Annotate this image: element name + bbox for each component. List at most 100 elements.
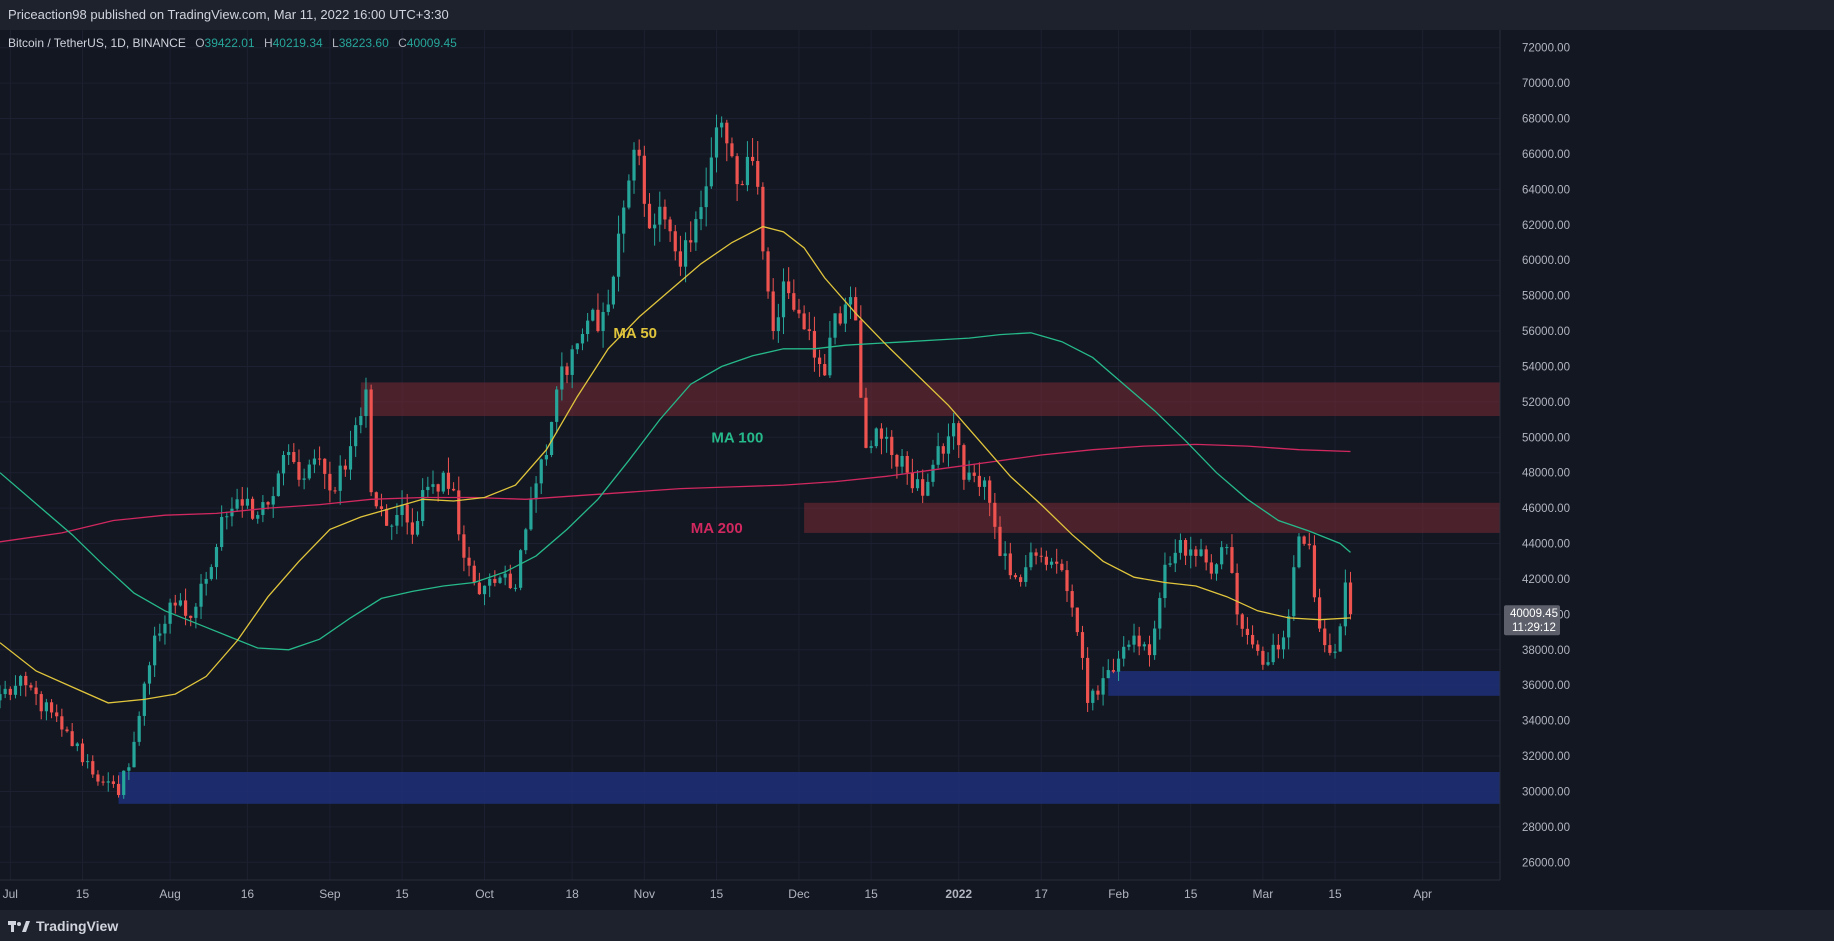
candle-down xyxy=(292,452,296,463)
candle-up xyxy=(199,583,203,607)
candle-down xyxy=(49,702,54,713)
support-zone xyxy=(118,771,1501,804)
candle-down xyxy=(1060,563,1064,571)
candle-down xyxy=(998,526,1002,556)
candle-up xyxy=(848,297,853,305)
candle-down xyxy=(1323,628,1327,646)
candle-down xyxy=(766,251,770,292)
candle-up xyxy=(781,281,786,318)
candle-down xyxy=(637,149,641,156)
price-tick-label: 60000.00 xyxy=(1522,255,1570,267)
candle-up xyxy=(1173,552,1177,564)
candle-down xyxy=(941,446,945,454)
candle-up xyxy=(885,436,889,439)
publish-header: Priceaction98 published on TradingView.c… xyxy=(0,0,1834,30)
candle-down xyxy=(761,186,765,252)
candle-down xyxy=(817,357,822,365)
candle-up xyxy=(1003,553,1007,556)
support-zone xyxy=(1108,671,1500,696)
candle-down xyxy=(750,156,755,162)
candle-down xyxy=(1328,645,1332,653)
candle-down xyxy=(1302,536,1306,544)
candle-up xyxy=(560,366,564,390)
candle-down xyxy=(797,309,801,314)
price-tick-label: 58000.00 xyxy=(1522,291,1570,303)
candle-up xyxy=(1287,616,1291,638)
candle-up xyxy=(44,702,48,712)
candle-up xyxy=(220,516,224,548)
time-tick-label: Dec xyxy=(788,887,809,901)
candle-down xyxy=(472,565,476,583)
candle-up xyxy=(415,521,420,535)
last-price-tag xyxy=(1504,605,1560,636)
candle-down xyxy=(96,774,100,782)
candle-up xyxy=(1281,637,1286,650)
high-label: H xyxy=(263,36,273,50)
price-tick-label: 66000.00 xyxy=(1522,149,1570,161)
candle-up xyxy=(426,486,430,491)
candle-up xyxy=(276,473,280,497)
candle-down xyxy=(854,297,858,321)
close-label: C xyxy=(398,36,407,50)
candle-up xyxy=(153,635,157,666)
candle-up xyxy=(828,337,832,376)
candle-down xyxy=(405,504,409,523)
candle-down xyxy=(173,602,177,606)
candle-down xyxy=(410,522,414,535)
candle-down xyxy=(493,578,497,583)
candle-down xyxy=(977,475,981,487)
candle-down xyxy=(1080,632,1085,658)
candle-up xyxy=(704,186,708,208)
candle-down xyxy=(385,508,389,526)
candle-up xyxy=(653,224,657,229)
price-tick-label: 48000.00 xyxy=(1522,468,1570,480)
price-axis[interactable] xyxy=(1500,30,1834,910)
candle-up xyxy=(106,781,110,783)
candle-up xyxy=(281,455,286,474)
time-tick-label: Oct xyxy=(475,887,494,901)
candle-up xyxy=(952,423,956,437)
candle-up xyxy=(843,304,847,324)
candle-down xyxy=(787,281,791,294)
candle-down xyxy=(91,761,95,775)
candle-down xyxy=(1348,582,1353,615)
footer-bar: TradingView xyxy=(0,910,1834,941)
candle-down xyxy=(771,291,775,332)
candle-up xyxy=(163,623,167,634)
candle-up xyxy=(0,694,2,701)
candle-up xyxy=(225,516,229,518)
price-tick-label: 30000.00 xyxy=(1522,786,1570,798)
price-chart[interactable]: MA 50 MA 100 MA 200 72000.00 70000.00 68000.0… xyxy=(0,30,1834,910)
candle-down xyxy=(1245,628,1250,635)
candle-down xyxy=(910,472,914,489)
candle-down xyxy=(895,455,899,467)
candle-down xyxy=(1044,556,1048,565)
candle-down xyxy=(70,731,74,747)
price-tick-label: 28000.00 xyxy=(1522,822,1570,834)
candle-up xyxy=(591,309,595,321)
candle-up xyxy=(1338,626,1342,652)
candle-up xyxy=(575,343,579,350)
ma200-line xyxy=(0,443,1351,543)
ma50-label: MA 50 xyxy=(613,325,657,342)
candle-up xyxy=(915,479,920,489)
candle-up xyxy=(431,484,435,487)
candle-down xyxy=(890,436,894,455)
candle-down xyxy=(740,184,744,186)
price-tick-label: 42000.00 xyxy=(1522,574,1570,586)
candle-down xyxy=(1070,591,1074,608)
candle-up xyxy=(307,464,311,479)
candle-up xyxy=(627,180,631,208)
candle-up xyxy=(1271,644,1275,663)
candle-up xyxy=(529,499,533,530)
candle-down xyxy=(921,479,925,496)
resistance-zone xyxy=(804,502,1500,533)
candle-down xyxy=(1235,572,1239,615)
candle-up xyxy=(745,156,750,186)
candle-up xyxy=(287,452,291,455)
candle-down xyxy=(101,781,105,783)
candle-down xyxy=(39,694,43,712)
candle-down xyxy=(756,161,760,187)
candle-down xyxy=(972,472,976,476)
candle-up xyxy=(498,577,502,583)
